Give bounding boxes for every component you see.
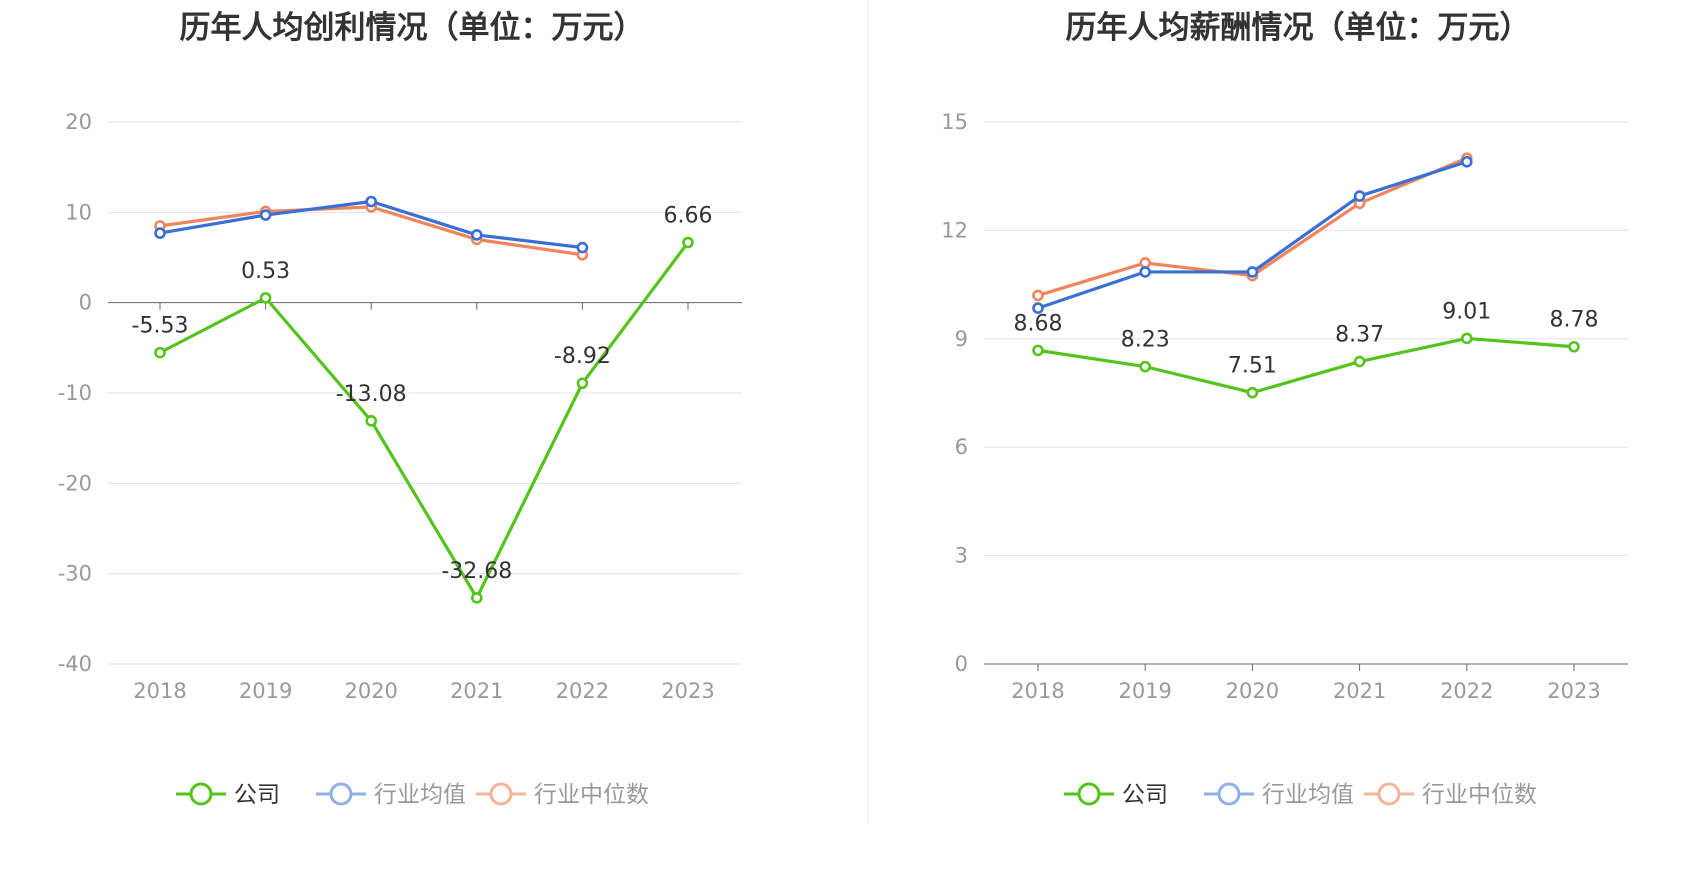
x-tick-label: 2019 xyxy=(239,679,292,703)
data-label: -32.68 xyxy=(441,559,512,584)
y-tick-label: 9 xyxy=(955,327,968,351)
x-tick-label: 2019 xyxy=(1118,679,1171,703)
x-tick-label: 2023 xyxy=(661,679,714,703)
data-label: 8.37 xyxy=(1335,323,1384,348)
legend-item-industry-median[interactable]: 行业中位数 xyxy=(1364,782,1537,808)
data-label: 7.51 xyxy=(1228,354,1277,379)
y-tick-label: -10 xyxy=(58,381,92,405)
data-label: 8.68 xyxy=(1014,311,1063,336)
chart-title: 历年人均创利情况（单位：万元） xyxy=(180,10,645,46)
data-point xyxy=(1032,289,1044,302)
legend-marker-icon xyxy=(1217,782,1241,806)
chart-2: 历年人均薪酬情况（单位：万元） 15 12 9 6 3 0 2018 2019 2020 2021 2… xyxy=(941,10,1628,808)
data-point xyxy=(154,346,166,359)
data-point xyxy=(1032,302,1044,314)
data-point xyxy=(365,415,378,427)
data-point xyxy=(576,241,589,254)
x-tick-label: 2022 xyxy=(556,679,609,703)
chart-title: 历年人均薪酬情况（单位：万元） xyxy=(1066,10,1531,46)
series-line-company xyxy=(1037,336,1575,395)
series-line-company xyxy=(159,241,690,600)
x-tick-label: 2018 xyxy=(1011,679,1064,703)
data-label: 8.78 xyxy=(1550,308,1599,333)
data-label: 0.53 xyxy=(241,259,290,284)
data-point xyxy=(682,236,694,249)
legend-label: 行业中位数 xyxy=(1422,782,1537,808)
legend-item-company[interactable]: 公司 xyxy=(176,782,280,808)
data-point xyxy=(259,209,272,221)
x-tick-label: 2022 xyxy=(1440,679,1493,703)
data-label: 6.66 xyxy=(664,204,713,229)
y-tick-label: 0 xyxy=(79,291,92,315)
legend-marker-icon xyxy=(329,782,353,806)
legend-marker-icon xyxy=(189,782,213,806)
data-point xyxy=(1139,266,1151,278)
data-point xyxy=(1246,266,1259,278)
data-point xyxy=(470,592,483,604)
series-line-industry-median xyxy=(159,205,583,257)
data-point xyxy=(1032,344,1044,357)
y-tick-label: 12 xyxy=(941,218,968,242)
legend-label: 行业中位数 xyxy=(534,782,649,808)
x-tick-label: 2018 xyxy=(133,679,186,703)
data-label: -8.92 xyxy=(554,344,611,369)
y-tick-label: -40 xyxy=(58,652,92,676)
x-tick-label: 2020 xyxy=(1226,679,1279,703)
data-point xyxy=(1139,257,1151,269)
x-tick-label: 2021 xyxy=(450,679,503,703)
y-tick-label: -20 xyxy=(58,471,92,495)
data-point xyxy=(365,195,378,208)
legend-label: 行业均值 xyxy=(1262,782,1354,808)
y-tick-label: 3 xyxy=(955,544,968,568)
y-tick-label: 20 xyxy=(65,110,92,134)
legend-item-industry-mean[interactable]: 行业均值 xyxy=(316,782,466,808)
data-label: 8.23 xyxy=(1121,328,1170,353)
legend-marker-icon xyxy=(1377,782,1401,806)
data-point xyxy=(470,229,483,241)
legend-label: 公司 xyxy=(234,782,280,808)
series-line-industry-mean xyxy=(1037,160,1468,310)
data-point xyxy=(1246,386,1259,399)
data-label: -13.08 xyxy=(336,382,407,407)
legend-item-industry-median[interactable]: 行业中位数 xyxy=(476,782,649,808)
data-point xyxy=(1568,340,1580,353)
y-tick-label: 10 xyxy=(65,200,92,224)
data-point xyxy=(1461,155,1473,168)
data-point xyxy=(1353,190,1366,202)
chart-1: 历年人均创利情况（单位：万元） 20 10 0 -10 -20 -30 -40 2018 2019… xyxy=(58,10,742,808)
y-tick-label: -30 xyxy=(58,562,92,586)
data-point xyxy=(1461,332,1473,345)
y-tick-label: 0 xyxy=(955,652,968,676)
y-tick-label: 6 xyxy=(955,435,968,459)
y-tick-label: 15 xyxy=(941,110,968,134)
legend-item-industry-mean[interactable]: 行业均值 xyxy=(1204,782,1354,808)
legend-label: 公司 xyxy=(1122,782,1168,808)
legend-label: 行业均值 xyxy=(374,782,466,808)
x-tick-label: 2021 xyxy=(1333,679,1386,703)
data-label: -5.53 xyxy=(132,314,189,339)
legend: 公司 行业均值 行业中位数 xyxy=(1064,782,1537,808)
legend-marker-icon xyxy=(1077,782,1101,806)
legend-item-company[interactable]: 公司 xyxy=(1064,782,1168,808)
x-tick-label: 2020 xyxy=(344,679,397,703)
legend-marker-icon xyxy=(489,782,513,806)
x-tick-label: 2023 xyxy=(1547,679,1600,703)
data-point xyxy=(1353,355,1366,368)
data-point xyxy=(259,292,272,304)
data-point xyxy=(576,377,589,390)
data-label: 9.01 xyxy=(1442,299,1491,324)
data-point xyxy=(1139,360,1151,373)
data-point xyxy=(154,227,166,239)
legend: 公司 行业均值 行业中位数 xyxy=(176,782,649,808)
